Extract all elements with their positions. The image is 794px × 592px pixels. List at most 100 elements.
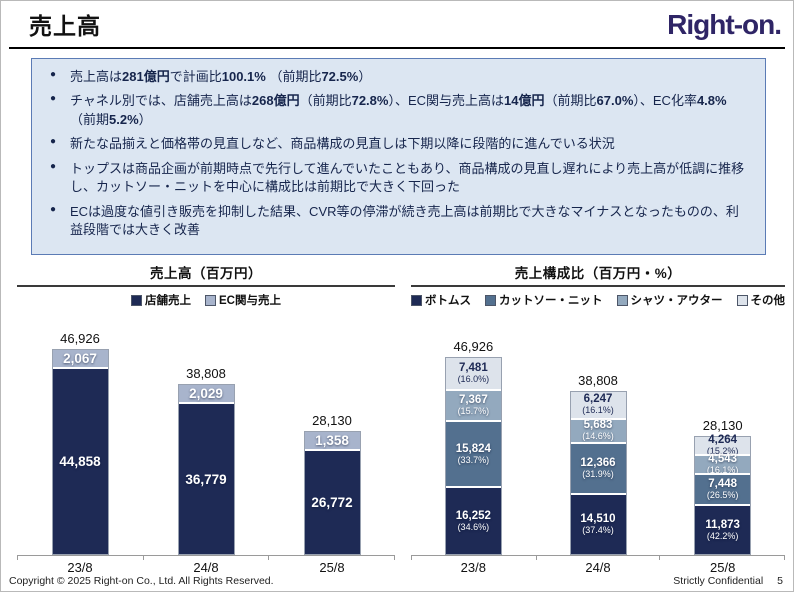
axis-tick — [659, 555, 661, 560]
bar-segment: 4,264 (15.2%) — [695, 433, 751, 456]
x-axis-label: 25/8 — [319, 560, 345, 575]
bar-stack: 2,067 44,858 — [51, 349, 109, 555]
bar-segment: 4,543 (16.1%) — [695, 453, 751, 476]
segment-percent: (31.9%) — [582, 469, 614, 480]
legend-item: 店舗売上 — [131, 292, 191, 308]
composition-chart-plot: 46,926 7,481 (16.0%) 7,367 (15.7%) 15,824 (33.… — [411, 309, 785, 560]
legend-swatch — [616, 294, 628, 306]
right-on-logo: Right-on. — [667, 9, 782, 40]
legend-label: シャツ・アウター — [630, 295, 723, 307]
segment-value: 12,366 — [580, 457, 616, 470]
segment-value: 26,772 — [311, 494, 353, 510]
summary-box: 売上高は281億円で計画比100.1% （前期比72.5%） チャネル別では、店… — [31, 58, 766, 255]
legend-swatch — [131, 294, 142, 306]
bar-segment: 2,067 — [52, 350, 108, 367]
bar-segment: 7,448 (26.5%) — [695, 473, 751, 505]
page-title: 売上高 — [29, 13, 101, 39]
sales-chart-plot: 46,926 2,067 44,858 38,808 2,029 36,779 28,130… — [17, 309, 395, 560]
slide-footer: Copyright © 2025 Right-on Co., Ltd. All … — [9, 575, 783, 587]
summary-bullet-5: ECは過度な値引き販売を抑制した結果、CVR等の停滞が続き売上高は前期比で大きな… — [44, 203, 751, 240]
legend-swatch — [736, 294, 748, 306]
segment-value: 16,252 — [455, 509, 491, 522]
sales-chart-x-axis: 23/8 24/8 25/8 — [17, 556, 395, 575]
summary-bullet-4: トップスは商品企画が前期時点で先行して進んでいたこともあり、商品構成の見直し遅れ… — [44, 160, 751, 197]
bar-segment: 11,873 (42.2%) — [695, 504, 751, 554]
confidential-label: Strictly Confidential — [673, 575, 764, 587]
bar-total-label: 28,130 — [312, 412, 352, 428]
segment-value: 6,247 — [583, 393, 613, 406]
sales-chart-legend: 店舗売上 EC関与売上 — [15, 291, 397, 309]
segment-value: 44,858 — [59, 454, 101, 469]
bar-stack: 1,358 26,772 — [303, 430, 361, 555]
bar-segment: 1,358 — [304, 431, 360, 449]
x-axis-label: 24/8 — [193, 560, 219, 575]
bar-segment: 36,779 — [178, 402, 234, 554]
bar-stack: 6,247 (16.1%) 5,683 (14.6%) 12,366 (31.9%) 14,… — [569, 390, 627, 555]
bar-segment: 7,367 (15.7%) — [445, 389, 501, 421]
segment-value: 14,510 — [580, 513, 616, 526]
segment-value: 4,264 — [708, 433, 738, 446]
bar-segment: 15,824 (33.7%) — [445, 420, 501, 487]
bar-segment: 14,510 (37.4%) — [570, 493, 626, 554]
summary-bullet-list: 売上高は281億円で計画比100.1% （前期比72.5%） チャネル別では、店… — [44, 68, 751, 240]
segment-percent: (16.1%) — [582, 405, 614, 416]
bar-column: 28,130 1,358 26,772 — [269, 413, 395, 555]
axis-tick — [535, 555, 537, 560]
summary-bullet-1: 売上高は281億円で計画比100.1% （前期比72.5%） — [44, 68, 751, 86]
composition-chart-legend: ボトムス カットソー・ニット シャツ・アウター その他 — [409, 291, 787, 309]
segment-value: 7,481 — [458, 362, 488, 375]
axis-tick — [394, 555, 395, 560]
axis-tick — [268, 555, 269, 560]
segment-percent: (15.7%) — [457, 406, 490, 417]
sales-chart-title-rule — [17, 285, 395, 287]
axis-tick — [142, 555, 144, 560]
bar-segment: 16,252 (34.6%) — [445, 486, 501, 554]
segment-value: 7,448 — [708, 478, 738, 491]
axis-tick — [784, 555, 785, 560]
segment-percent: (16.1%) — [706, 465, 739, 476]
bar-column: 38,808 6,247 (16.1%) 5,683 (14.6%) 12,366 (31.… — [536, 373, 661, 555]
bar-segment: 12,366 (31.9%) — [570, 441, 626, 494]
legend-swatch — [205, 294, 216, 306]
header-divider — [9, 47, 785, 49]
segment-percent: (15.2%) — [706, 445, 739, 456]
legend-item: ボトムス — [411, 292, 471, 308]
axis-tick — [411, 555, 412, 560]
segment-value: 2,029 — [189, 386, 223, 402]
segment-value: 4,543 — [708, 453, 738, 466]
composition-chart-title: 売上構成比（百万円・%） — [514, 266, 682, 281]
segment-value: 5,683 — [583, 419, 613, 432]
bar-stack: 4,264 (15.2%) 4,543 (16.1%) 7,448 (26.5%) 11,8… — [694, 433, 752, 555]
segment-percent: (16.0%) — [457, 374, 490, 385]
page-number: 5 — [777, 575, 783, 587]
bar-segment: 26,772 — [304, 448, 360, 554]
legend-item: シャツ・アウター — [616, 292, 723, 308]
bar-segment: 5,683 (14.6%) — [570, 418, 626, 442]
bar-column: 46,926 7,481 (16.0%) 7,367 (15.7%) 15,824 (33.… — [411, 339, 536, 555]
bar-stack: 2,029 36,779 — [177, 384, 235, 555]
bar-total-label: 28,130 — [702, 417, 743, 433]
legend-item: EC関与売上 — [205, 292, 281, 308]
legend-label: EC関与売上 — [219, 295, 281, 307]
segment-percent: (34.6%) — [457, 521, 490, 532]
bar-column: 38,808 2,029 36,779 — [143, 366, 269, 555]
x-axis-label: 25/8 — [710, 560, 736, 575]
sales-chart-panel: 売上高（百万円） 店舗売上 EC関与売上 46,926 2,067 44,858 38,… — [15, 262, 397, 575]
segment-percent: (42.2%) — [706, 530, 739, 541]
charts-row: 売上高（百万円） 店舗売上 EC関与売上 46,926 2,067 44,858 38,… — [1, 262, 793, 575]
segment-percent: (37.4%) — [582, 525, 614, 536]
copyright-text: Copyright © 2025 Right-on Co., Ltd. All … — [9, 575, 274, 587]
bar-total-label: 38,808 — [578, 372, 618, 388]
composition-chart-x-axis: 23/8 24/8 25/8 — [411, 556, 785, 575]
bar-segment: 7,481 (16.0%) — [445, 358, 501, 390]
summary-bullet-3: 新たな品揃えと価格帯の見直しなど、商品構成の見直しは下期以降に段階的に進んでいる… — [44, 135, 751, 153]
legend-swatch — [485, 294, 496, 306]
legend-label: その他 — [750, 295, 786, 307]
legend-label: ボトムス — [425, 295, 471, 307]
segment-value: 2,067 — [63, 351, 97, 366]
bar-total-label: 46,926 — [60, 331, 100, 346]
bar-segment: 2,029 — [178, 385, 234, 403]
x-axis-label: 23/8 — [460, 560, 486, 575]
segment-value: 7,367 — [458, 394, 488, 407]
